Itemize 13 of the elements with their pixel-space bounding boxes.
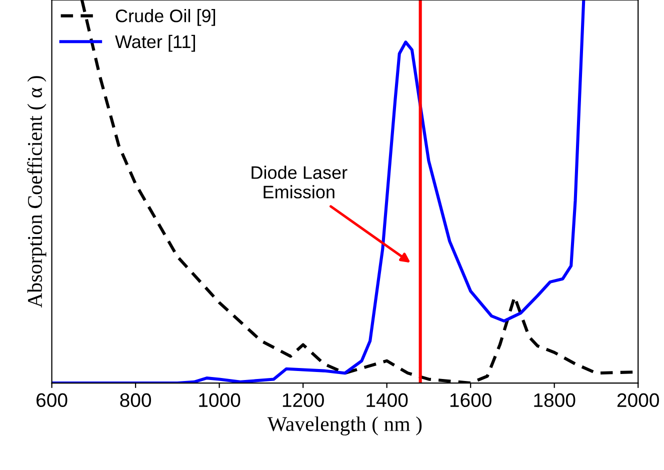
x-tick-label: 2000 — [617, 393, 659, 408]
x-tick-label: 1800 — [534, 393, 576, 408]
y-axis-title: Absorption Coefficient ( α ) — [27, 76, 46, 308]
x-tick-label: 1000 — [199, 393, 240, 408]
x-tick-label: 1200 — [282, 393, 324, 408]
x-tick-label: 1400 — [366, 393, 408, 408]
x-tick-label: 600 — [36, 393, 68, 408]
legend-label: Water [11] — [115, 34, 195, 52]
x-tick-label: 1600 — [450, 393, 492, 408]
x-axis-title: Wavelength ( nm ) — [267, 416, 422, 436]
x-tick-label: 800 — [120, 393, 152, 408]
legend-label: Crude Oil [9] — [116, 9, 216, 26]
annotation: Diode Laser Emission — [252, 166, 348, 198]
